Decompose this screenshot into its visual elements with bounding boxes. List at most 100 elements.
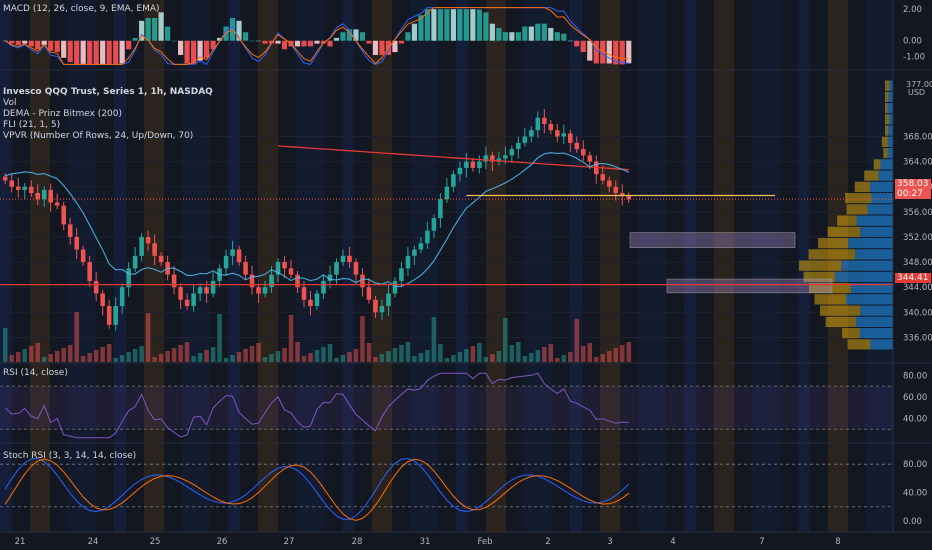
volume-bar [321, 347, 326, 362]
macd-histogram-bar [496, 27, 502, 41]
vpvr-down [818, 238, 849, 249]
vpvr-down [842, 328, 860, 339]
macd-histogram-bar [580, 40, 586, 53]
candle-body [568, 133, 573, 143]
volume-bar [35, 343, 40, 362]
volume-bar [425, 350, 430, 362]
macd-histogram-bar [67, 40, 73, 63]
vpvr-up [870, 339, 893, 350]
session-stripe [144, 0, 164, 532]
candle-body [152, 243, 157, 256]
candle-body [418, 243, 424, 250]
price-tick-label: 336.00 [903, 333, 932, 343]
volume-bar [61, 348, 66, 362]
macd-histogram-bar [483, 12, 489, 41]
vpvr-up [845, 294, 893, 305]
macd-histogram-bar [301, 40, 307, 47]
macd-histogram-bar [366, 40, 372, 44]
candle-body [93, 280, 99, 294]
candle-body [405, 255, 411, 269]
candle-body [321, 280, 326, 294]
volume-bar [418, 353, 424, 362]
macd-histogram-bar [379, 40, 385, 55]
session-stripe [258, 0, 278, 532]
candle-body [327, 274, 333, 281]
vpvr-up [871, 193, 893, 204]
volume-bar [392, 348, 398, 362]
candle-body [282, 262, 287, 269]
vpvr-up [841, 260, 893, 271]
macd-histogram-bar [541, 23, 547, 41]
session-stripe [410, 0, 438, 532]
rsi-legend[interactable]: RSI (14, close) [3, 368, 68, 379]
volume-bar [613, 348, 619, 362]
candle-body [522, 136, 528, 143]
volume-bar [282, 348, 287, 362]
session-stripe [570, 0, 582, 532]
candle-body [269, 274, 274, 288]
macd-histogram-bar [554, 32, 560, 41]
volume-bar [327, 344, 333, 362]
vpvr-down [808, 249, 856, 260]
macd-histogram-bar [113, 40, 119, 65]
volume-bar [236, 352, 242, 362]
candle-body [295, 274, 300, 288]
volume-bar [223, 358, 229, 362]
candle-body [191, 293, 196, 307]
macd-tick-label: 2.00 [903, 5, 922, 15]
candle-body [457, 167, 463, 175]
volume-bar [256, 343, 261, 362]
volume-bar [444, 358, 450, 362]
candle-body [574, 142, 580, 150]
stoch-legend[interactable]: Stoch RSI (3, 3, 14, 14, close) [3, 451, 136, 462]
macd-histogram-bar [340, 32, 346, 41]
price-tick-label: 348.00 [903, 258, 932, 268]
vpvr-label: VPVR (Number Of Rows, 24, Up/Down, 70) [3, 131, 194, 141]
macd-histogram-bar [100, 40, 106, 65]
candle-body [80, 249, 86, 263]
volume-bar [340, 355, 346, 362]
macd-histogram-bar [41, 40, 47, 45]
vpvr-down [885, 114, 889, 125]
volume-bar [379, 354, 385, 362]
stoch-label: Stoch RSI (3, 3, 14, 14, close) [3, 451, 137, 461]
candle-body [145, 236, 151, 244]
candle-body [606, 180, 612, 187]
macd-legend[interactable]: MACD (12, 26, close, 9, EMA, EMA) [3, 4, 160, 15]
volume-bar [568, 352, 573, 362]
macd-histogram-bar [522, 26, 528, 41]
macd-histogram-bar [93, 40, 99, 65]
volume-bar [542, 347, 547, 362]
rsi-label: RSI (14, close) [3, 368, 68, 378]
volume-bar [178, 345, 183, 362]
candle-body [288, 268, 294, 275]
currency-label: USD [908, 88, 926, 97]
candle-body [392, 280, 398, 294]
volume-bar [165, 351, 170, 362]
volume-bar [483, 357, 489, 362]
candle-body [67, 224, 73, 237]
macd-histogram-bar [126, 40, 132, 50]
macd-axis: 2.00 0.00 -1.00 [903, 5, 925, 62]
vpvr-down [885, 125, 889, 136]
candle-body [178, 287, 183, 300]
session-stripe [684, 0, 696, 532]
macd-histogram-bar [398, 40, 405, 44]
candle-body [301, 287, 307, 300]
macd-histogram-bar [158, 12, 164, 41]
time-tick-label: 7 [759, 537, 764, 547]
candle-body [451, 174, 456, 187]
volume-bar [314, 350, 320, 362]
fli-label: FLI (21, 1, 5) [3, 120, 61, 130]
main-legend[interactable]: Invesco QQQ Trust, Series 1, 1h, NASDAQ … [3, 87, 213, 142]
volume-bar [347, 352, 352, 362]
candle-body [509, 149, 515, 156]
macd-histogram-bar [457, 9, 463, 41]
session-stripe [30, 0, 50, 532]
candle-body [126, 268, 131, 288]
level-price-tag: 344.41 [895, 273, 931, 283]
candle-body [249, 274, 255, 288]
session-stripe [486, 0, 506, 532]
volume-bar [334, 358, 339, 362]
